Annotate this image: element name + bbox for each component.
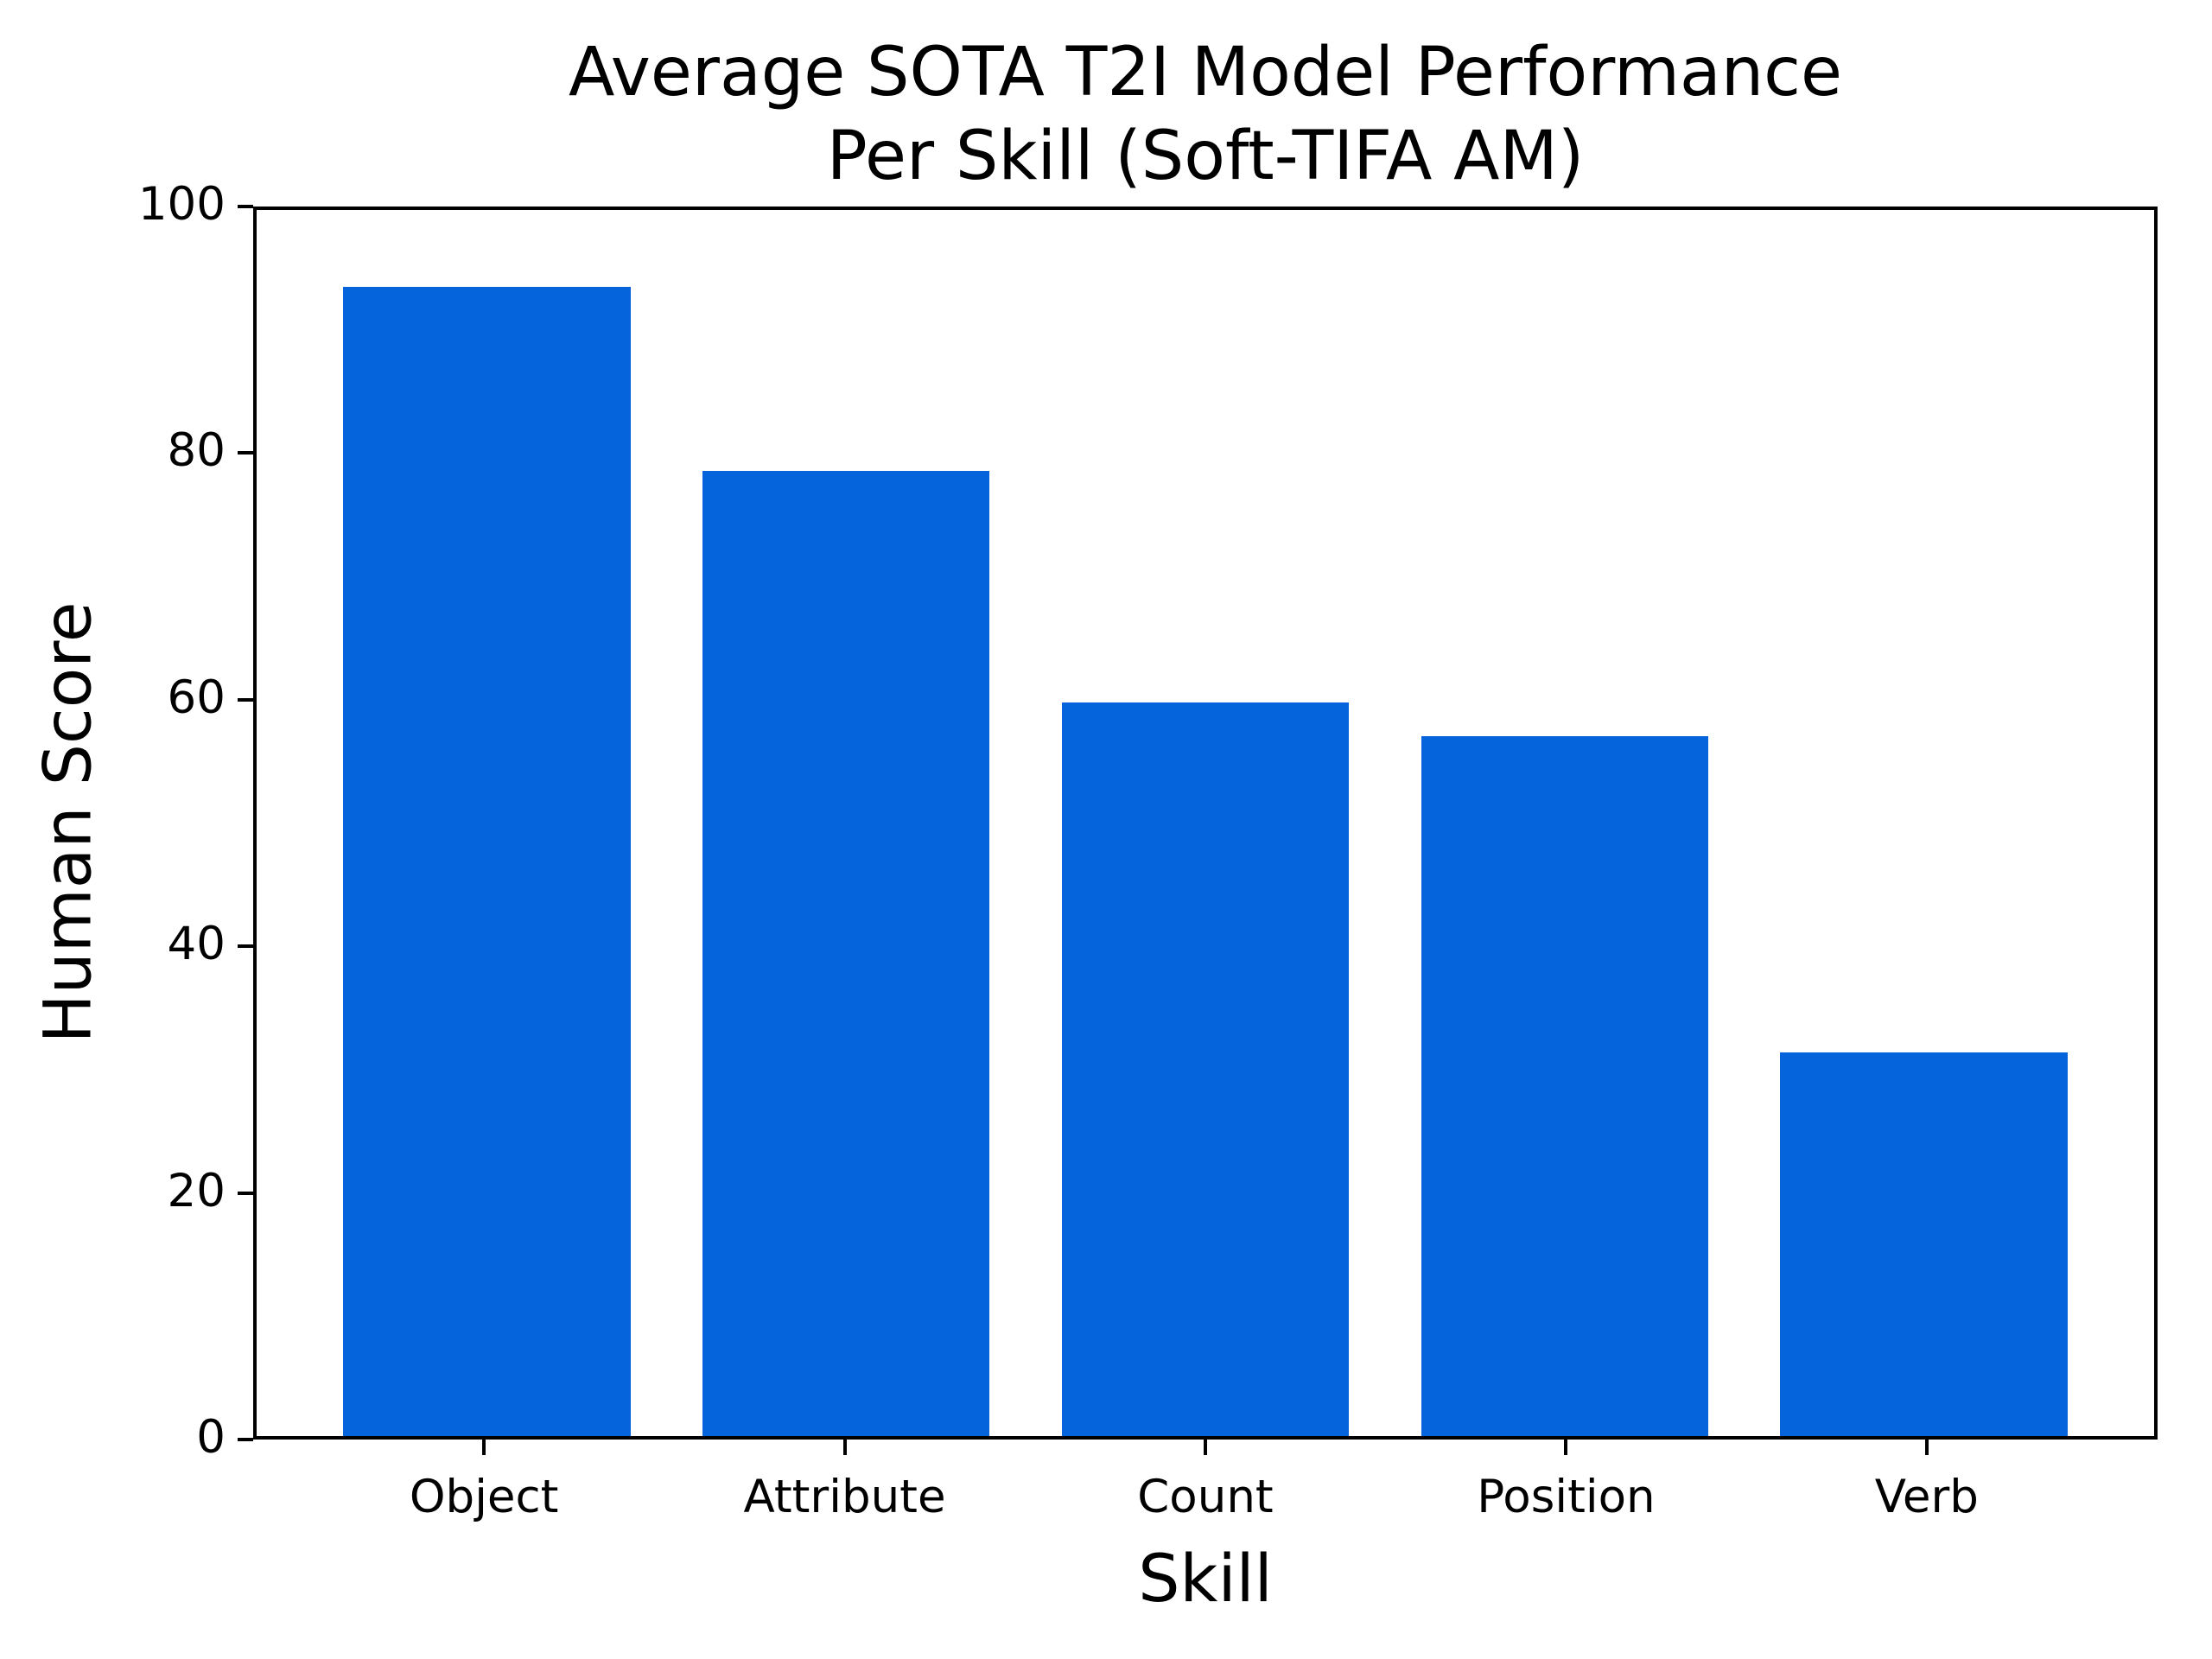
x-axis-label: Skill [1138,1540,1273,1617]
y-tick-mark [238,1191,253,1195]
x-tick-label: Attribute [743,1471,946,1523]
y-tick-mark [238,697,253,702]
x-tick-mark [1204,1440,1207,1455]
chart-title: Average SOTA T2I Model Performance Per S… [253,31,2158,198]
y-tick-label: 40 [167,918,226,971]
bar-position [1421,735,1709,1436]
x-tick-label: Position [1477,1471,1656,1523]
y-tick-label: 60 [167,671,226,724]
x-tick-mark [1564,1440,1568,1455]
y-axis-label: Human Score [29,601,106,1044]
x-tick-mark [1924,1440,1929,1455]
bar-verb [1780,1052,2069,1436]
y-tick-label: 20 [167,1164,226,1217]
bar-attribute [702,471,990,1436]
chart-title-line2: Per Skill (Soft-TIFA AM) [826,117,1585,195]
x-tick-label: Verb [1874,1471,1979,1523]
bar-count [1061,702,1350,1436]
y-tick-mark [238,944,253,949]
y-tick-mark [238,205,253,208]
x-tick-mark [842,1440,847,1455]
y-tick-mark [238,451,253,455]
y-tick-label: 80 [167,424,226,478]
x-tick-label: Count [1137,1471,1274,1523]
plot-area [253,207,2158,1440]
y-tick-label: 0 [196,1411,226,1465]
bar-object [342,287,631,1436]
y-tick-mark [238,1438,253,1441]
y-tick-label: 100 [137,178,226,232]
chart-title-line1: Average SOTA T2I Model Performance [568,34,1843,111]
x-tick-mark [482,1440,486,1455]
x-tick-label: Object [409,1471,559,1523]
